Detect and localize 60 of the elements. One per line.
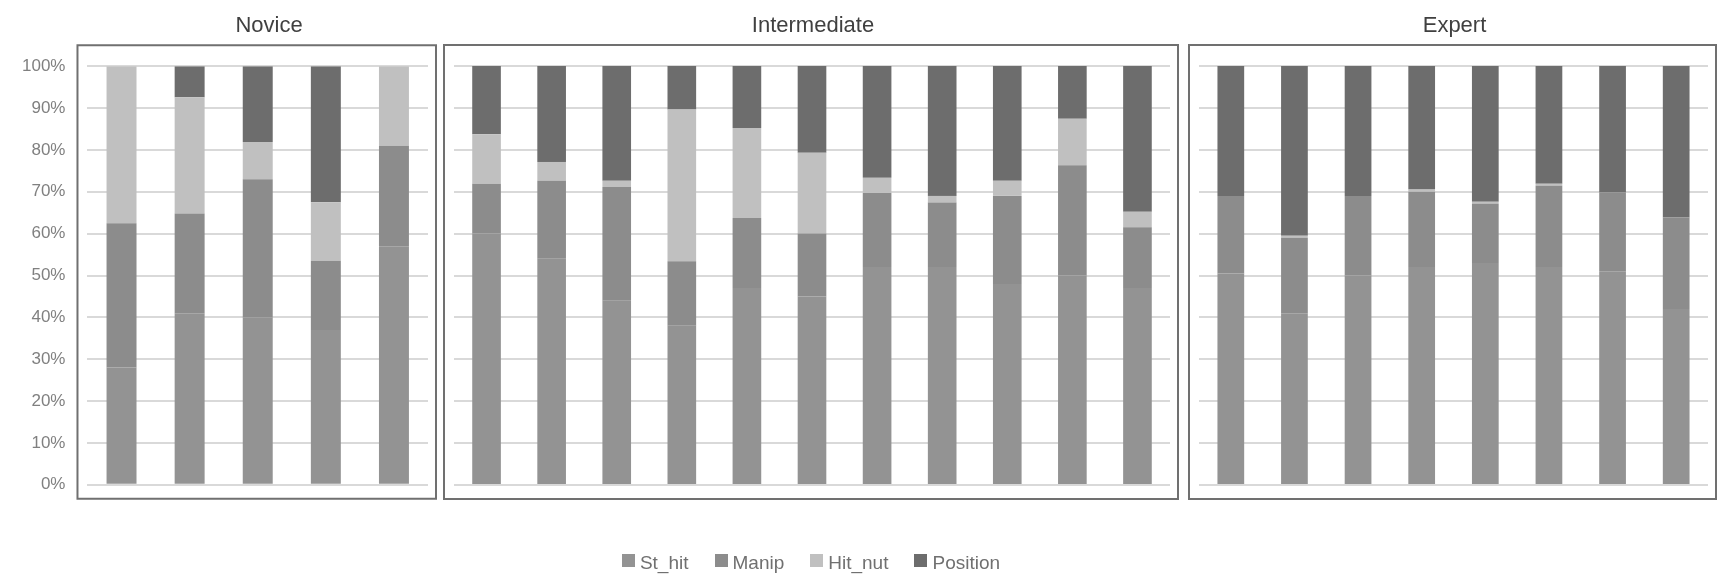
bar: [242, 66, 273, 142]
bar: [992, 66, 1022, 181]
bar: [797, 152, 827, 234]
legend-label: Hit_nut: [827, 552, 889, 574]
bar: [1471, 66, 1499, 202]
bar: [667, 66, 697, 110]
bar: [1123, 66, 1152, 212]
bar: [1535, 183, 1563, 186]
bar: [862, 66, 892, 178]
y-tick-label: 50%: [31, 264, 66, 284]
bar: [1471, 201, 1499, 204]
y-tick-label: 30%: [31, 348, 66, 368]
bar: [1281, 66, 1308, 236]
y-tick-label: 0%: [40, 474, 66, 494]
bar: [242, 141, 273, 180]
bar: [174, 66, 205, 97]
chart-title: Intermediate: [750, 12, 876, 38]
chart-title: Expert: [1421, 12, 1488, 38]
bar: [1599, 66, 1626, 193]
bar: [1408, 66, 1436, 190]
y-tick-label: 10%: [31, 432, 66, 452]
bar: [927, 66, 957, 196]
y-tick-label: 60%: [31, 223, 66, 243]
bar: [732, 66, 762, 129]
bar: [472, 134, 501, 184]
bar: [174, 96, 205, 214]
y-tick-label: 80%: [31, 139, 66, 159]
bar: [1281, 235, 1308, 238]
bar: [1535, 66, 1563, 184]
bar: [797, 66, 827, 153]
bar: [732, 128, 762, 219]
bar: [1662, 66, 1690, 218]
bar: [1408, 189, 1436, 192]
bar: [1123, 211, 1152, 228]
bar: [1217, 66, 1245, 196]
bar: [378, 66, 409, 146]
y-tick-label: 70%: [31, 181, 66, 201]
bar: [927, 195, 957, 203]
bar: [1344, 66, 1372, 196]
bar: [862, 177, 892, 193]
bar: [310, 202, 341, 261]
bar: [1058, 66, 1087, 119]
bar: [602, 66, 632, 181]
legend-label: Manip: [731, 552, 785, 574]
bar: [1058, 118, 1087, 166]
bar: [106, 66, 137, 223]
bar: [310, 66, 341, 203]
bar: [992, 180, 1022, 196]
y-tick-label: 20%: [31, 390, 66, 410]
bar: [537, 161, 566, 181]
bar: [537, 66, 566, 162]
legend-label: Position: [931, 552, 1001, 574]
bar: [472, 66, 501, 135]
y-tick-label: 90%: [31, 97, 66, 117]
legend-label: St_hit: [638, 552, 689, 574]
y-tick-label: 40%: [31, 306, 66, 326]
chart-title: Novice: [234, 12, 304, 38]
bar: [667, 109, 697, 262]
bar: [602, 180, 632, 188]
y-tick-label: 100%: [22, 55, 66, 75]
